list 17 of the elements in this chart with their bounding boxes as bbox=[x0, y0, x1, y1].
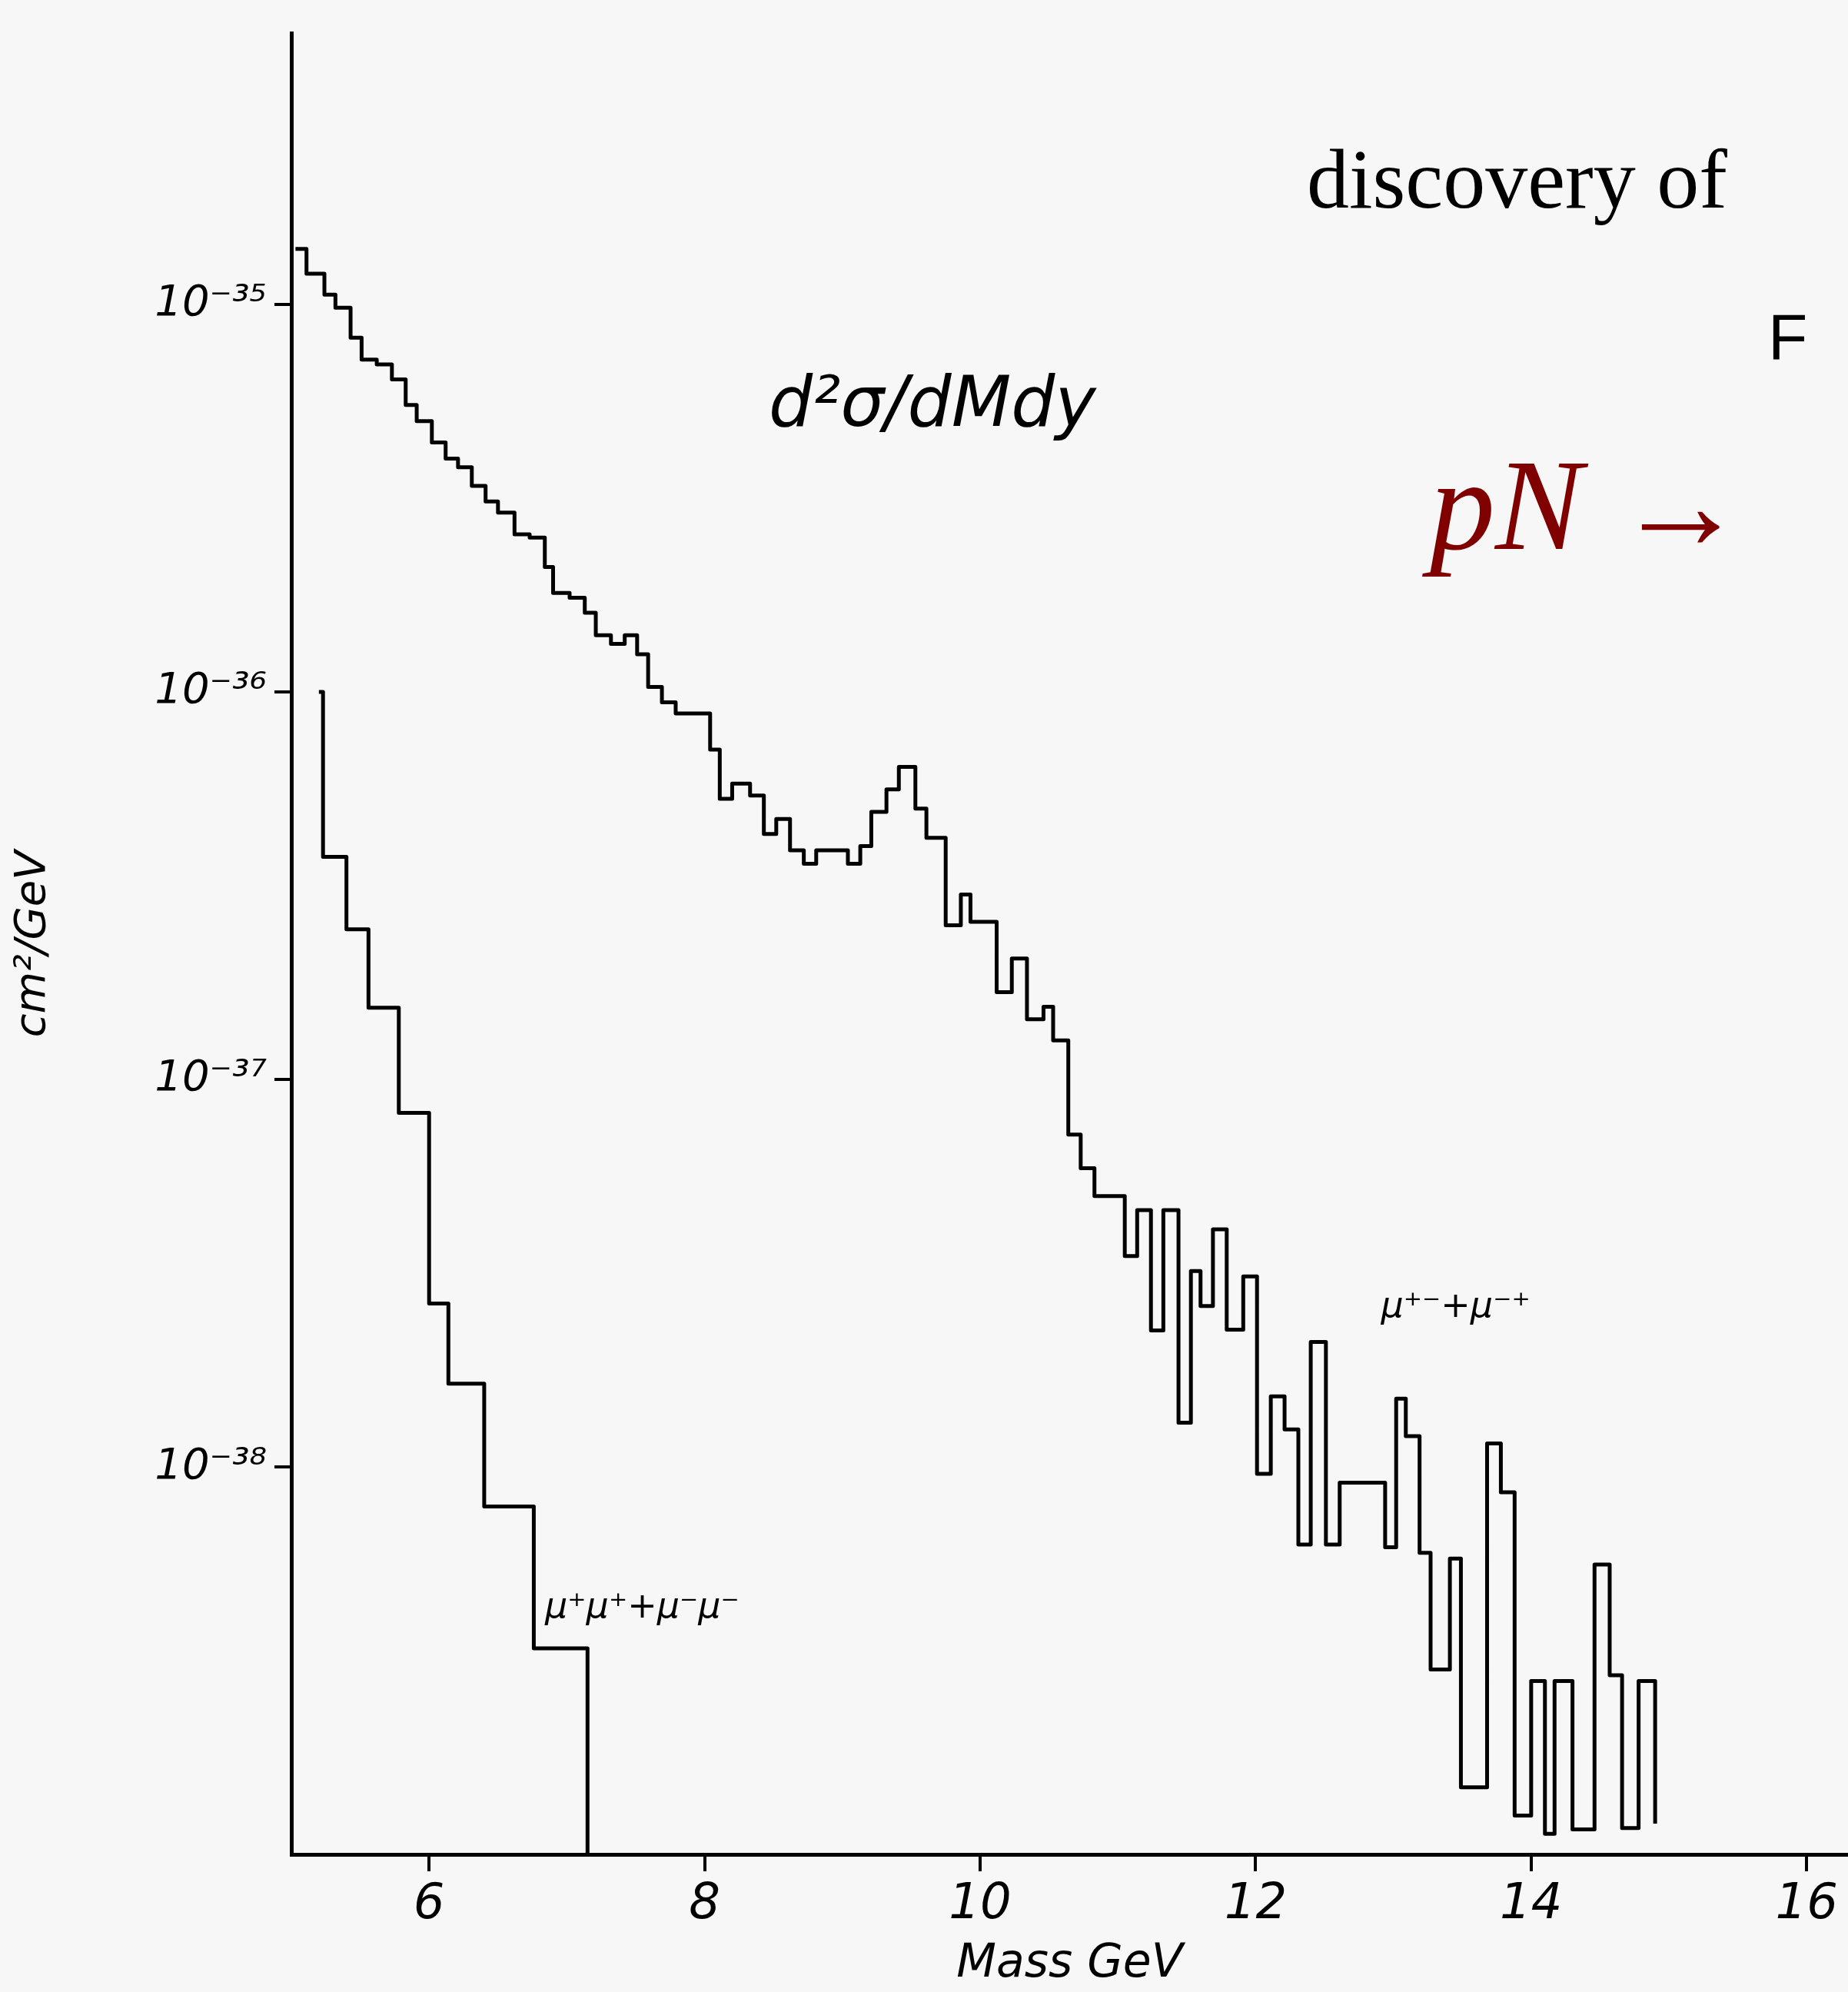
x-tick-label: 14 bbox=[1500, 1873, 1563, 1930]
y-tick-label: 10⁻³⁶ bbox=[155, 663, 267, 713]
y-tick-label: 10⁻³⁷ bbox=[155, 1050, 268, 1101]
x-tick-label: 12 bbox=[1224, 1873, 1288, 1930]
y-tick-label: 10⁻³⁸ bbox=[155, 1438, 267, 1488]
annotation: d²σ/dMdy bbox=[769, 361, 1096, 442]
series-label: μ⁺μ⁺+μ⁻μ⁻ bbox=[544, 1585, 740, 1627]
y-axis-title: cm²/GeV bbox=[5, 847, 55, 1038]
x-tick-label: 6 bbox=[413, 1873, 445, 1930]
y-tick-label: 10⁻³⁵ bbox=[155, 275, 267, 326]
annotation: discovery of bbox=[1307, 131, 1727, 228]
series-label: μ⁺⁻+μ⁻⁺ bbox=[1380, 1284, 1531, 1326]
x-tick-label: 10 bbox=[949, 1873, 1012, 1930]
x-axis-title: Mass GeV bbox=[956, 1933, 1186, 1987]
annotation: F bbox=[1768, 300, 1808, 374]
x-tick-label: 8 bbox=[689, 1873, 720, 1930]
x-tick-label: 16 bbox=[1775, 1873, 1838, 1930]
